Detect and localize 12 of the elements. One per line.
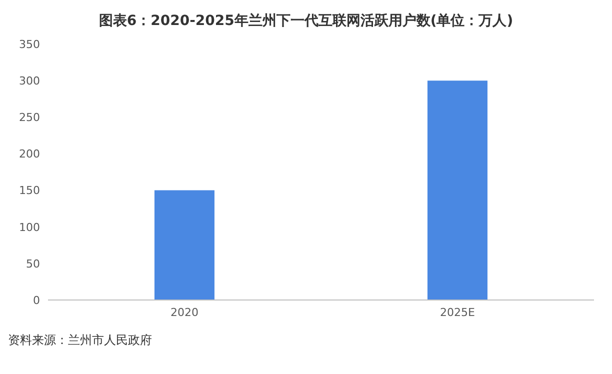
x-tick-label: 2020	[170, 306, 198, 319]
y-tick-label: 300	[19, 74, 40, 88]
text: 资料来源：兰州市人民政府	[8, 332, 153, 349]
y-tick-label: 50	[26, 257, 40, 270]
x-tick-label: 2025E	[440, 306, 476, 319]
y-tick-label: 350	[19, 38, 40, 51]
y-tick-label: 0	[33, 294, 40, 307]
y-tick-label: 150	[19, 184, 40, 198]
y-tick-label: 200	[19, 148, 40, 161]
y-tick-label: 250	[19, 111, 40, 124]
chart-title: 图表6：2020-2025年兰州下一代互联网活跃用户数(单位：万人)	[98, 12, 514, 31]
y-tick-label: 100	[19, 220, 40, 234]
